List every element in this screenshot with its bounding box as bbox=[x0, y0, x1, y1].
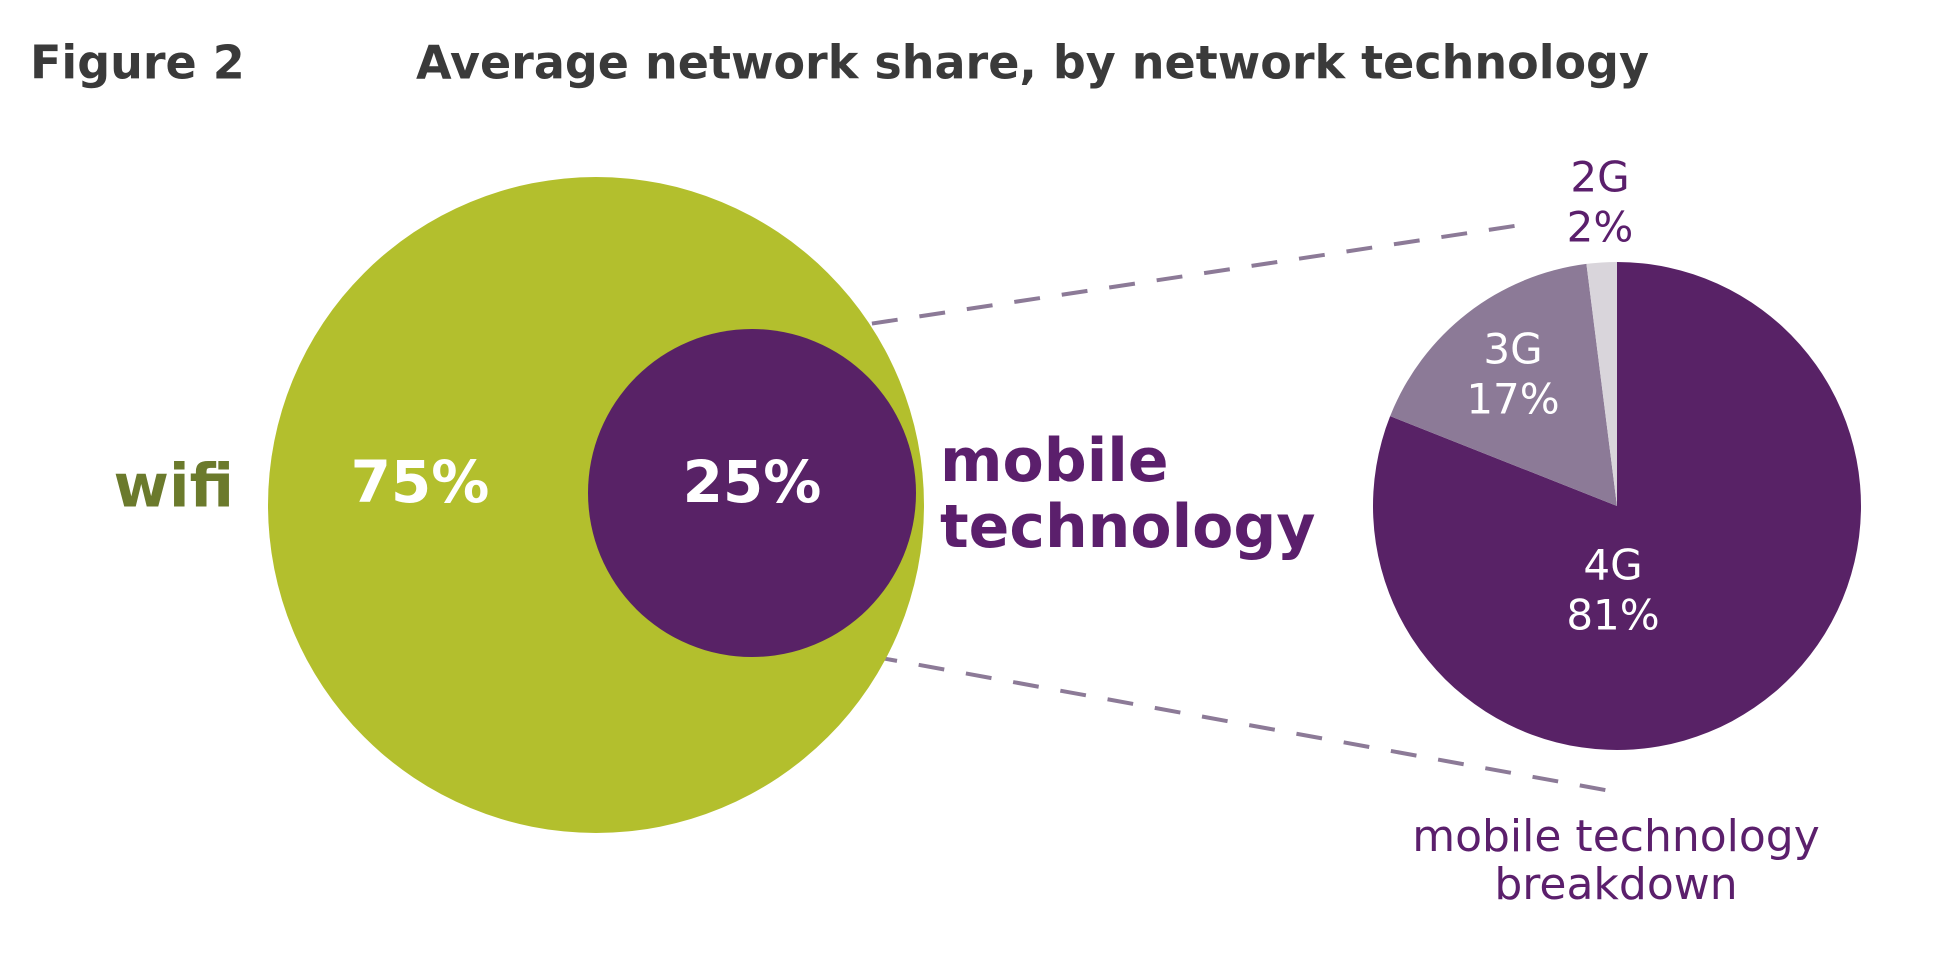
slice-value: 17% bbox=[1466, 375, 1559, 424]
category-label: mobile technology bbox=[940, 426, 1316, 562]
slice-category: 4G bbox=[1583, 541, 1642, 590]
category-label: wifi bbox=[114, 452, 234, 522]
pie-slice bbox=[1372, 262, 1861, 750]
value-label: 75% bbox=[351, 448, 490, 516]
slice-value: 81% bbox=[1566, 591, 1659, 640]
slice-category: 2G bbox=[1570, 153, 1629, 202]
pie-slice bbox=[1390, 263, 1617, 506]
figure-label: Figure 2 bbox=[30, 36, 245, 90]
pie-title: mobile technology breakdown bbox=[1412, 811, 1820, 911]
chart-title: Average network share, by network techno… bbox=[416, 36, 1649, 90]
value-label: 25% bbox=[683, 448, 822, 516]
circle bbox=[588, 329, 916, 657]
connector bbox=[776, 221, 1535, 340]
slice-value: 2% bbox=[1567, 203, 1634, 252]
slice-category: 3G bbox=[1483, 325, 1542, 374]
pie-slice bbox=[1586, 262, 1617, 506]
